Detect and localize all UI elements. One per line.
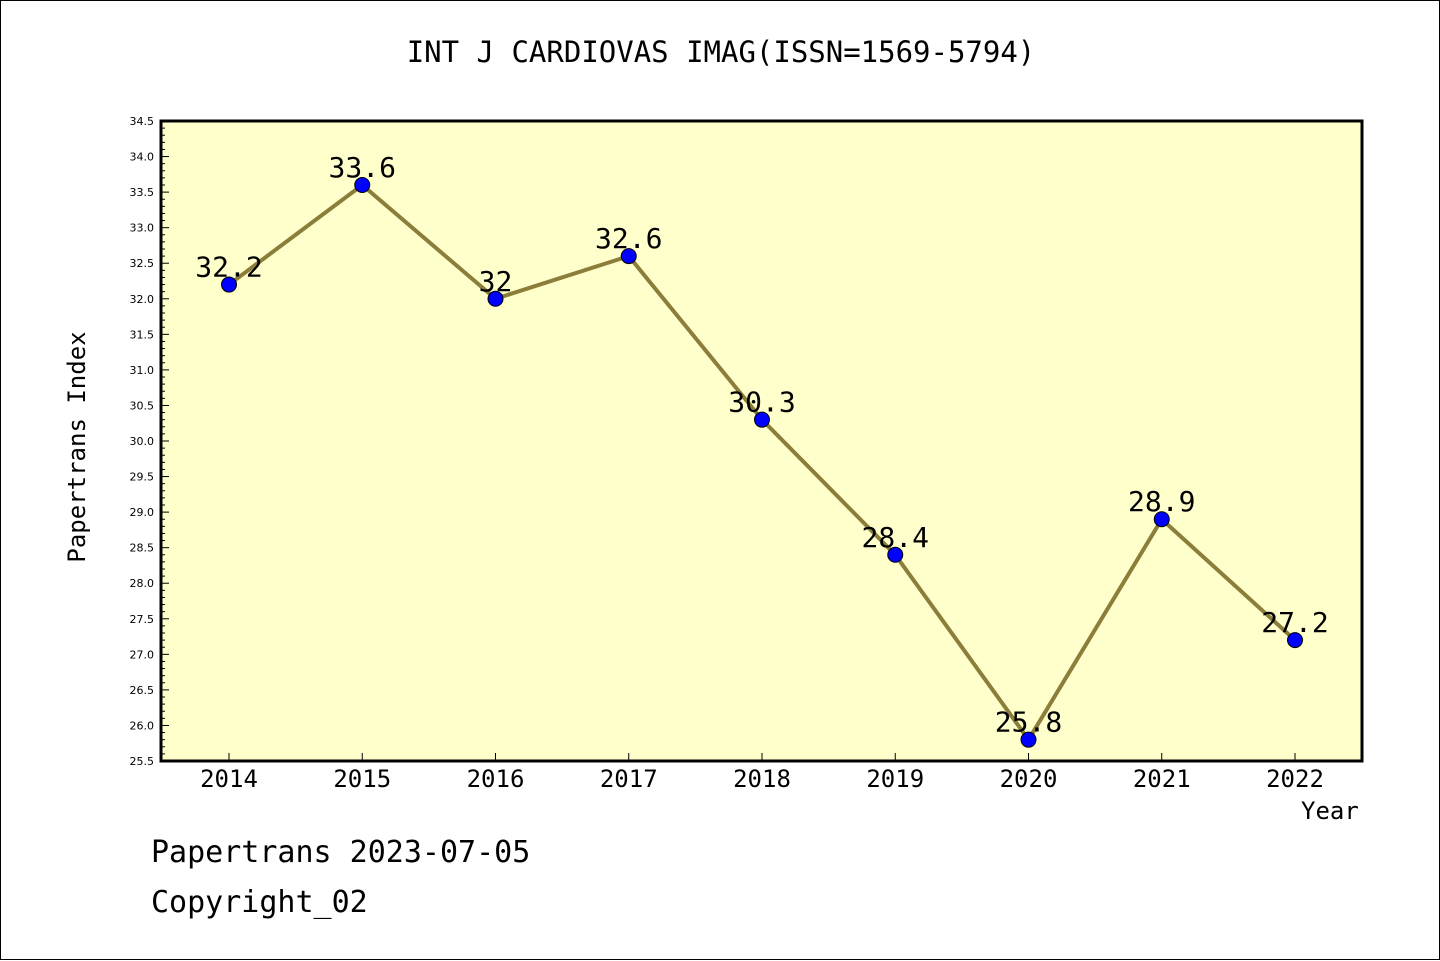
data-label: 28.4 — [862, 521, 929, 554]
x-tick-label: 2015 — [333, 765, 391, 793]
data-point — [1153, 511, 1170, 528]
x-tick-label: 2016 — [467, 765, 525, 793]
chart-title: INT J CARDIOVAS IMAG(ISSN=1569-5794) — [406, 35, 1036, 69]
x-tick-label: 2021 — [1133, 765, 1191, 793]
data-point — [221, 276, 237, 293]
data-label: 32.2 — [195, 251, 262, 284]
y-tick-label: 27.5 — [130, 613, 155, 626]
data-point — [887, 546, 904, 563]
data-label: 32 — [479, 265, 513, 298]
footer-copyright: Copyright_02 — [151, 885, 368, 920]
data-label: 32.6 — [595, 222, 662, 255]
footer-date: Papertrans 2023-07-05 — [151, 835, 531, 870]
data-label: 33.6 — [329, 151, 396, 184]
y-tick-label: 30.5 — [130, 399, 155, 412]
y-tick-label: 32.0 — [130, 293, 155, 306]
y-tick-label: 34.5 — [130, 115, 155, 128]
x-tick-label: 2014 — [200, 765, 258, 793]
y-tick-label: 28.5 — [130, 542, 155, 555]
plot-area — [161, 121, 1362, 761]
y-tick-label: 31.0 — [130, 364, 155, 377]
data-point — [1020, 731, 1037, 748]
data-label: 25.8 — [995, 706, 1062, 739]
data-point — [487, 290, 504, 307]
data-point — [754, 411, 770, 428]
x-tick-label: 2019 — [866, 765, 924, 793]
data-label: 30.3 — [728, 386, 795, 419]
x-tick-label: 2020 — [1000, 765, 1058, 793]
y-tick-label: 25.5 — [130, 755, 155, 768]
y-tick-label: 30.0 — [130, 435, 155, 448]
y-tick-label: 27.0 — [130, 648, 155, 661]
x-axis-label: Year — [1301, 797, 1359, 825]
y-tick-label: 29.0 — [130, 506, 155, 519]
x-tick-label: 2022 — [1266, 765, 1324, 793]
x-tick-label: 2017 — [600, 765, 658, 793]
y-tick-label: 34.0 — [130, 151, 155, 164]
y-tick-label: 28.0 — [130, 577, 155, 590]
data-point — [354, 177, 371, 193]
y-tick-label: 26.5 — [130, 684, 155, 697]
data-point — [1287, 632, 1303, 649]
y-axis-label: Papertrans Index — [63, 331, 91, 563]
data-label: 27.2 — [1261, 606, 1328, 639]
y-tick-label: 33.0 — [130, 222, 155, 235]
y-tick-label: 26.0 — [130, 719, 155, 732]
y-tick-label: 29.5 — [130, 471, 155, 484]
y-tick-label: 32.5 — [130, 257, 155, 270]
x-tick-label: 2018 — [733, 765, 791, 793]
y-tick-label: 33.5 — [130, 186, 155, 199]
data-point — [620, 248, 637, 265]
y-tick-label: 31.5 — [130, 328, 155, 341]
plot-border — [159, 119, 1364, 763]
data-label: 28.9 — [1128, 485, 1195, 518]
